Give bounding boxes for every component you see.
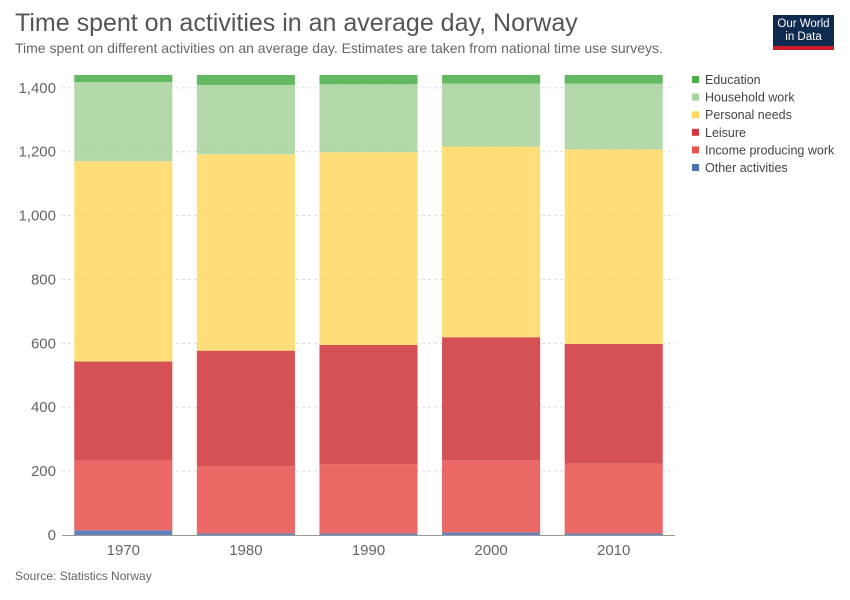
y-tick-label: 400 [31,399,56,416]
y-tick-label: 200 [31,463,56,480]
logo-line-2: in Data [785,31,822,43]
y-tick-label: 1,400 [18,80,56,97]
y-tick-label: 1,200 [18,144,56,161]
bar-segment-leisure [196,350,295,467]
bar-segment-income-producing-work [319,464,418,534]
bar-segment-education [564,75,663,84]
bar-segment-personal-needs [564,149,663,344]
chart-subtitle: Time spent on different activities on an… [15,40,663,56]
bar-segment-personal-needs [319,152,418,345]
y-tick-label: 800 [31,271,56,288]
bar-segment-personal-needs [74,161,173,362]
legend-item: Household work [692,91,795,105]
y-axis: 0 200 400 600 800 1,000 1,200 1,400 [18,80,56,544]
logo-line-1: Our World [777,18,830,30]
bar-segment-other-activities [196,533,295,535]
y-tick-label: 1,000 [18,208,56,225]
bar-segment-education [74,75,173,83]
y-tick-label: 600 [31,335,56,352]
legend-label: Personal needs [705,108,792,122]
x-tick-label: 1980 [229,542,262,559]
bars [74,75,663,535]
bar-segment-other-activities [319,533,418,535]
legend-item: Education [692,73,761,87]
legend-label: Leisure [705,126,746,140]
x-tick-label: 2010 [597,542,630,559]
legend-label: Income producing work [705,143,835,157]
bar-segment-leisure [319,344,418,465]
bar-segment-personal-needs [196,154,295,351]
bar-segment-personal-needs [442,146,541,338]
bar-segment-other-activities [564,533,663,535]
x-tick-label: 2000 [474,542,507,559]
bar-segment-leisure [74,361,173,461]
bar-segment-household-work [196,84,295,155]
bar-segment-household-work [442,83,541,147]
x-axis: 1970 1980 1990 2000 2010 [62,535,675,559]
legend-label: Other activities [705,161,788,175]
bar-segment-income-producing-work [442,460,541,533]
bar-segment-education [442,75,541,84]
source-note: Source: Statistics Norway [15,569,152,583]
legend-item: Income producing work [692,143,835,157]
bar-segment-education [319,75,418,85]
legend-item: Personal needs [692,108,792,122]
legend-label: Education [705,73,761,87]
legend-swatch [692,93,699,101]
owid-logo[interactable]: Our World in Data [773,15,834,50]
legend-swatch [692,128,699,136]
legend-label: Household work [705,91,795,105]
legend-swatch [692,164,699,171]
bar-segment-household-work [74,82,173,162]
x-tick-label: 1990 [352,542,385,559]
bar-segment-leisure [442,337,541,461]
bar-segment-income-producing-work [564,463,663,534]
legend-swatch [692,146,699,154]
y-tick-label: 0 [48,527,56,544]
legend: Education Household work Personal needs Lei… [692,73,835,175]
bar-segment-income-producing-work [196,466,295,534]
logo-accent-bar [773,46,834,50]
chart-title: Time spent on activities in an average d… [15,9,578,37]
bar-segment-leisure [564,343,663,464]
bar-segment-household-work [319,84,418,153]
legend-swatch [692,111,699,119]
bar-segment-other-activities [74,530,173,535]
legend-item: Other activities [692,161,788,175]
bar-segment-other-activities [442,532,541,535]
legend-item: Leisure [692,126,746,140]
x-tick-label: 1970 [107,542,140,559]
bar-segment-education [196,75,295,85]
legend-swatch [692,76,699,83]
bar-segment-household-work [564,83,663,150]
bar-segment-income-producing-work [74,460,173,531]
